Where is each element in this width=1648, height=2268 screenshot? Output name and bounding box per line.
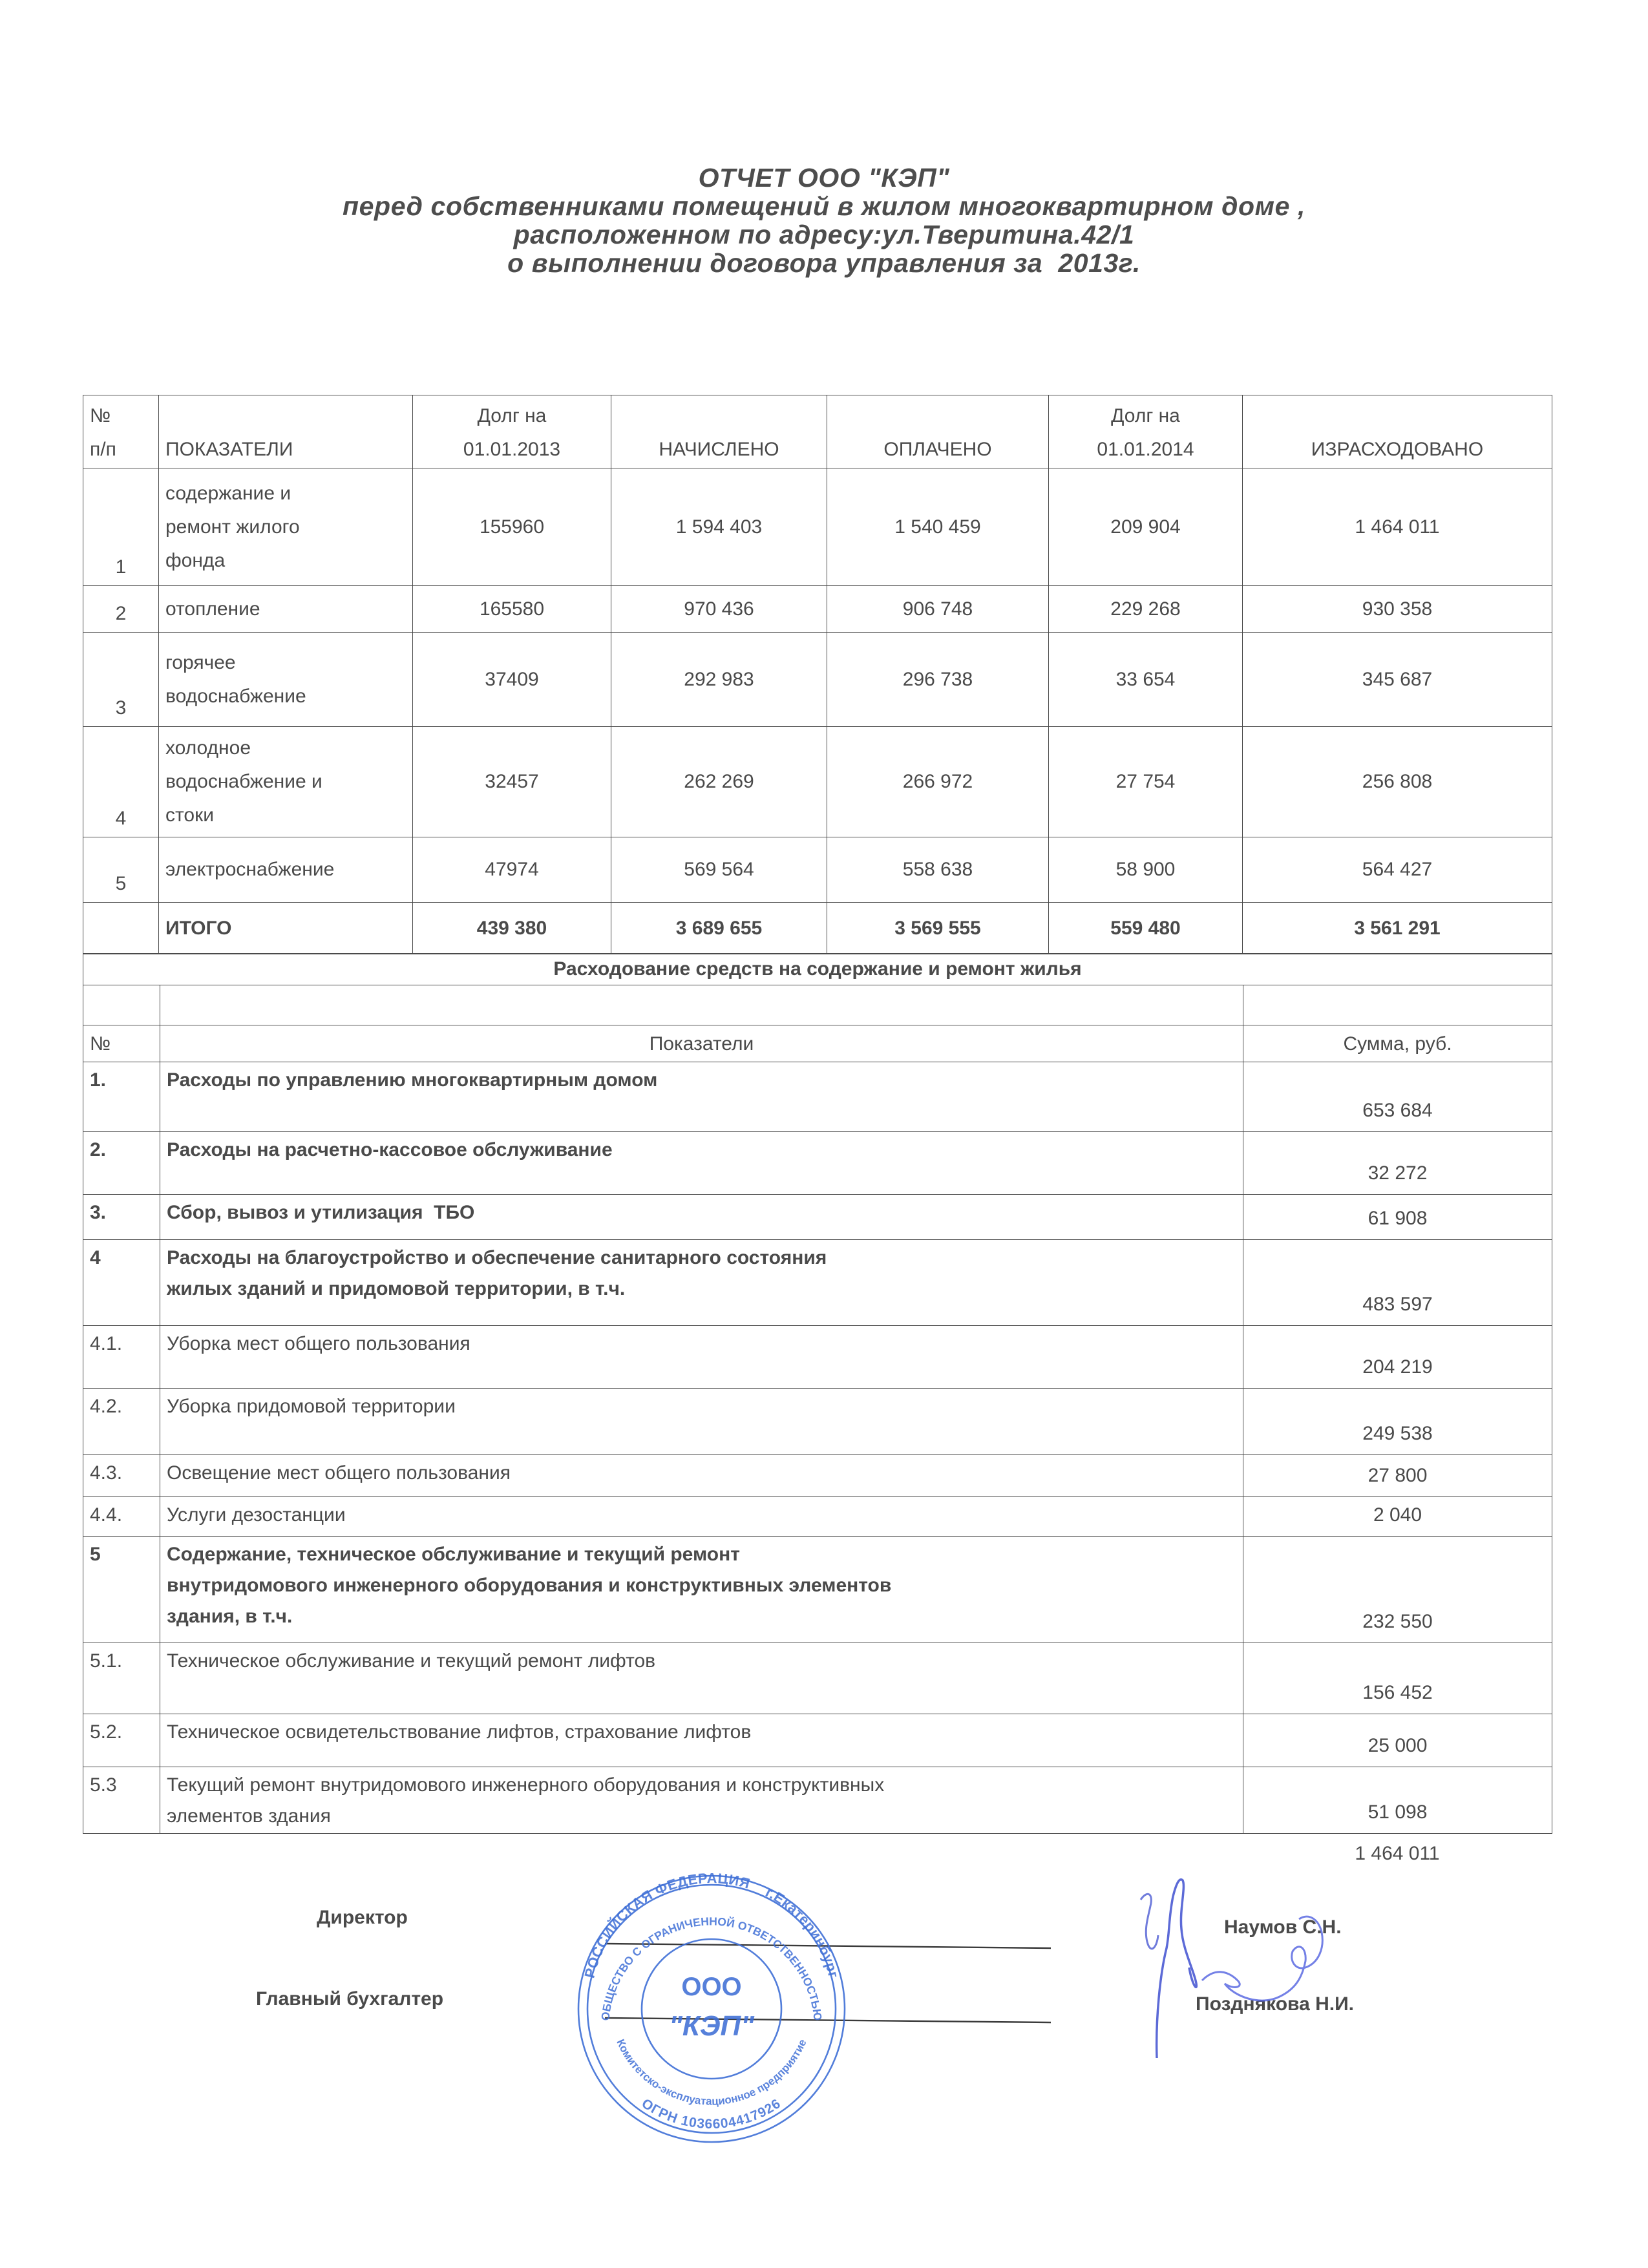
- svg-text:ООО: ООО: [681, 1973, 741, 2001]
- svg-text:"КЭП": "КЭП": [669, 2010, 755, 2042]
- svg-text:ОБЩЕСТВО С ОГРАНИЧЕННОЙ ОТВЕТС: ОБЩЕСТВО С ОГРАНИЧЕННОЙ ОТВЕТСТВЕННОСТЬЮ: [598, 1915, 824, 2021]
